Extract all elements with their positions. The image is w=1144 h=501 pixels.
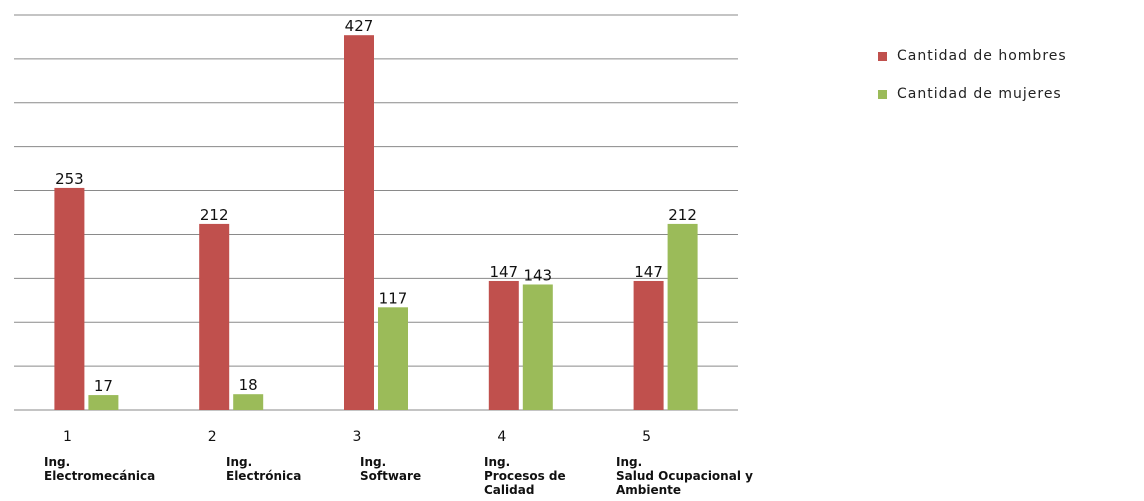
x-category-name: Ing. Software xyxy=(360,455,421,483)
legend-item-mujeres: Cantidad de mujeres xyxy=(878,84,1067,104)
x-category-name: Ing. Procesos de Calidad xyxy=(484,455,566,497)
data-label-hombres-2: 212 xyxy=(200,206,229,224)
data-label-mujeres-1: 17 xyxy=(94,377,113,395)
data-label-hombres-3: 427 xyxy=(345,17,374,35)
legend-swatch-mujeres xyxy=(878,89,887,99)
legend-item-hombres: Cantidad de hombres xyxy=(878,46,1067,66)
x-tick-label: 1 xyxy=(63,429,72,445)
data-label-mujeres-2: 18 xyxy=(239,376,258,394)
legend: Cantidad de hombres Cantidad de mujeres xyxy=(878,46,1067,122)
data-label-hombres-1: 253 xyxy=(55,170,84,188)
bar-hombres-1 xyxy=(54,187,85,410)
bar-mujeres-3 xyxy=(378,307,408,410)
x-category-name: Ing. Electromecánica xyxy=(44,455,155,483)
data-labels: 253 17 212 18 427 117 147 143 147 212 xyxy=(55,17,697,395)
legend-label-hombres: Cantidad de hombres xyxy=(897,48,1067,64)
bar-mujeres-4 xyxy=(522,284,553,410)
x-tick-label: 2 xyxy=(208,429,217,445)
x-axis-labels: 1 Ing. Electromecánica 2 Ing. Electrónica 3 Ing… xyxy=(44,429,753,497)
bar-hombres-4 xyxy=(488,280,519,410)
x-category-name: Ing. Electrónica xyxy=(226,455,301,483)
x-tick-label: 4 xyxy=(497,429,506,445)
data-label-mujeres-5: 212 xyxy=(668,206,697,224)
bar-hombres-2 xyxy=(199,223,230,410)
bar-hombres-5 xyxy=(633,280,664,410)
x-tick-label: 5 xyxy=(642,429,651,445)
bar-hombres-3 xyxy=(344,35,374,410)
gridlines xyxy=(14,14,738,411)
x-tick-label: 3 xyxy=(353,429,362,445)
data-label-mujeres-4: 143 xyxy=(523,266,552,284)
bar-mujeres-5 xyxy=(667,223,698,410)
bar-mujeres-2 xyxy=(233,394,264,410)
legend-swatch-hombres xyxy=(878,51,887,61)
bar-mujeres-1 xyxy=(88,395,119,410)
bars xyxy=(54,35,698,410)
data-label-hombres-5: 147 xyxy=(634,263,663,281)
data-label-mujeres-3: 117 xyxy=(379,289,408,307)
data-label-hombres-4: 147 xyxy=(489,263,518,281)
x-category-name: Ing. Salud Ocupacional y Ambiente xyxy=(616,455,753,497)
legend-label-mujeres: Cantidad de mujeres xyxy=(897,86,1062,102)
